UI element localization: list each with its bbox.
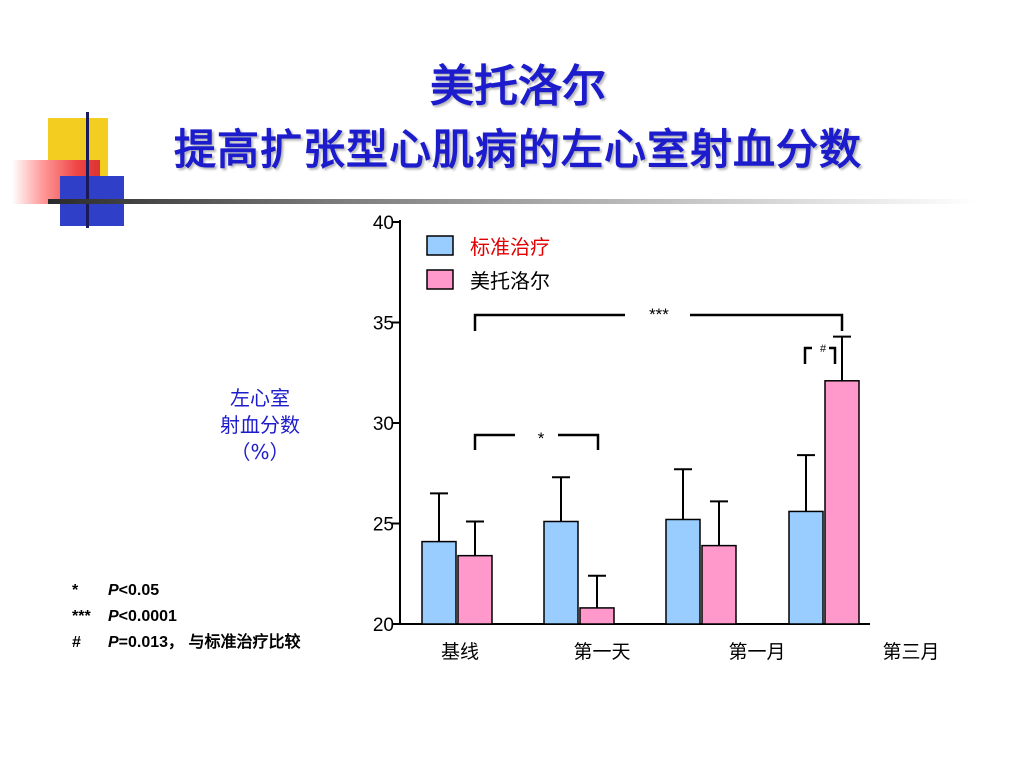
y-tick-label: 20 [373,615,394,636]
significance-bracket [473,433,515,450]
legend-swatch [426,269,454,290]
bar [579,607,615,625]
footnote-p: P [108,634,119,651]
footnote-row: # P=0.013， 与标准治疗比较 [72,630,301,656]
y-tick-label: 35 [373,314,394,335]
bar [543,520,579,625]
footnote-text: <0.05 [118,582,160,599]
legend-swatch [426,235,454,256]
significance-label: *** [649,305,669,324]
significance-bracket [803,346,812,364]
slide-title-line2: 提高扩张型心肌病的左心室射血分数 [173,125,862,174]
legend-label: 美托洛尔 [470,270,550,293]
y-axis-label-line: 射血分数 [220,413,300,437]
y-axis-label-line: 左心室 [230,386,290,410]
footnote-text: =0.013， 与标准治疗比较 [118,634,301,651]
bar [701,544,737,625]
significance-bracket [829,346,837,364]
y-tick-label: 40 [373,213,394,234]
x-tick-label: 第一天 [573,641,630,663]
bar [665,518,701,625]
significance-bracket [558,433,600,450]
footnote-row: * P<0.05 [72,578,301,604]
footnote-symbol: *** [72,608,91,625]
significance-label: * [538,429,545,448]
footnote-row: *** P<0.0001 [72,604,301,630]
bar [824,380,860,625]
y-axis-label-line: （%） [230,440,290,464]
y-tick-label: 25 [373,515,394,536]
footnote-p: P [108,608,119,625]
y-axis-label: 左心室 射血分数 （%） [190,385,330,466]
significance-label: # [820,343,827,355]
bar [457,554,493,625]
x-tick-label: 第三月 [882,641,939,663]
y-tick-label: 30 [373,414,394,435]
slide-title-line1: 美托洛尔 [430,61,606,112]
significance-bracket [473,313,625,331]
footnote-p: P [108,582,119,599]
title-underline [48,199,978,204]
x-tick-label: 第一月 [728,641,785,663]
decor-vertical-line [86,112,89,228]
bar [788,510,824,625]
footnote-symbol: * [72,582,79,599]
footnote-symbol: # [72,634,81,651]
x-tick-label: 基线 [441,641,479,663]
footnote-text: <0.0001 [118,608,177,625]
bar [421,540,457,625]
footnotes: * P<0.05 *** P<0.0001 # P=0.013， 与标准治疗比较 [72,578,301,656]
significance-bracket [690,313,844,331]
legend-label: 标准治疗 [470,236,550,259]
